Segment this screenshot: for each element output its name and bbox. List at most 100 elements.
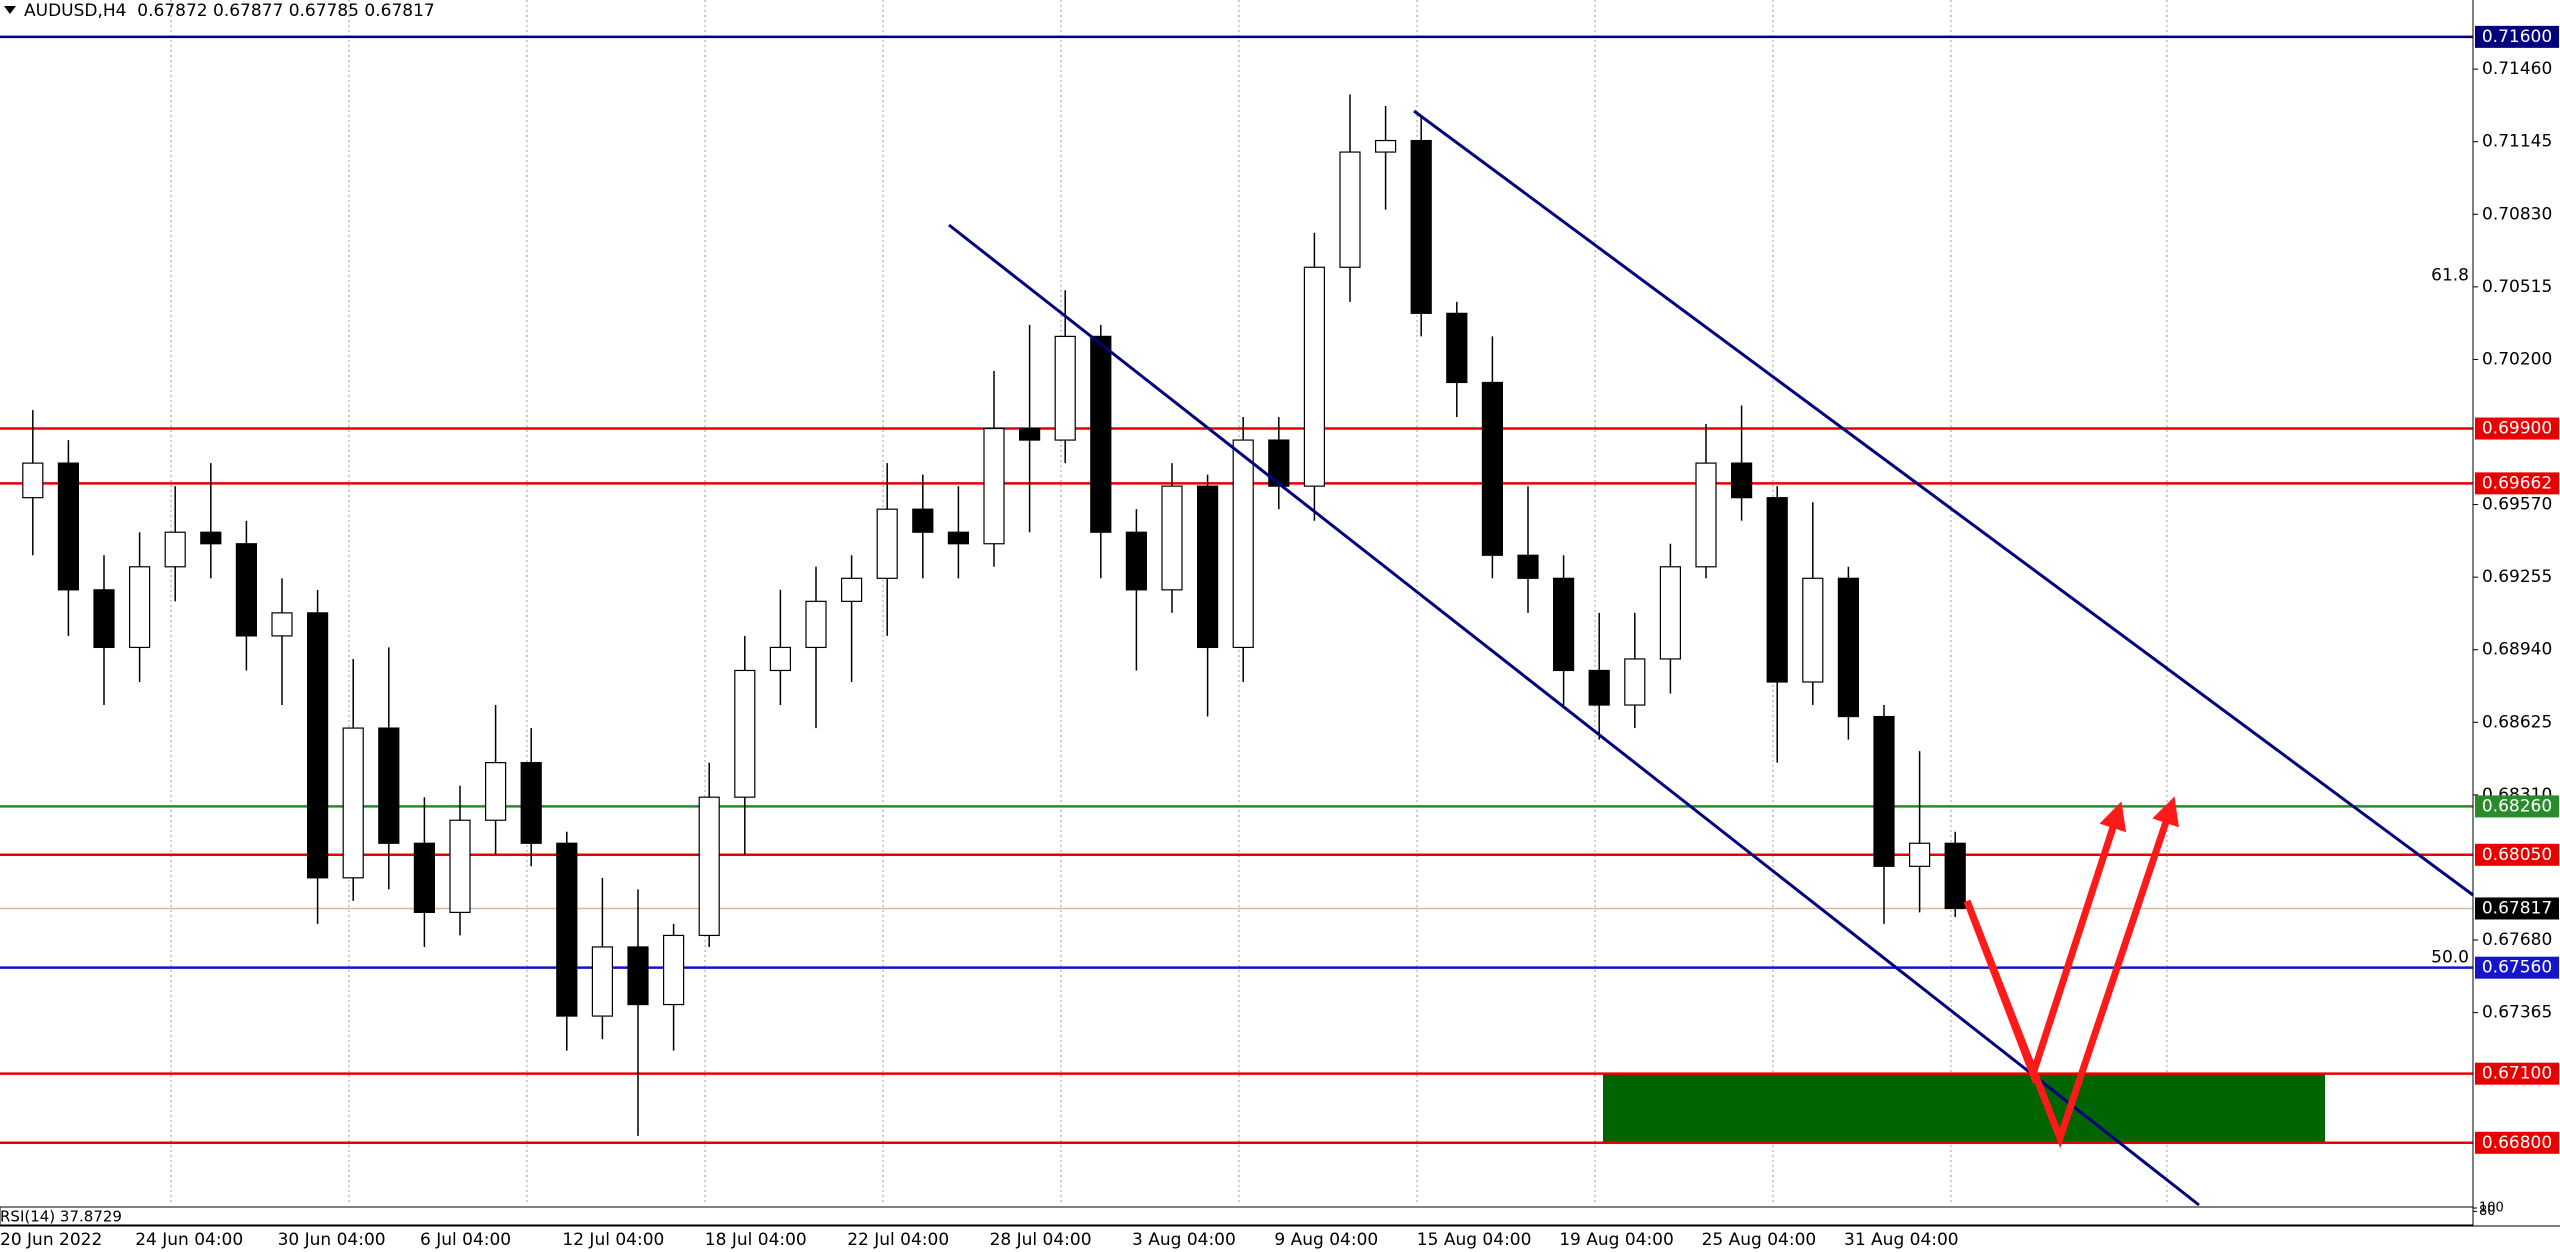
x-tick-label: 19 Aug 04:00 [1559,1230,1674,1250]
fib-label: 61.8 [2431,266,2469,286]
y-tick-label: 0.71145 [2482,132,2552,152]
demand-zone [1603,1073,2325,1142]
candle-body [1873,715,1895,867]
y-tick-label: 0.67365 [2482,1003,2552,1023]
candle-body [1730,462,1753,499]
levels-layer: 61.8 50.0 [0,35,2473,1145]
candle-body [805,600,827,649]
candle-body [769,646,792,672]
candle-body [1410,139,1432,314]
candles-layer [22,94,1966,1136]
candle-body [1054,335,1076,441]
candle-body [129,566,151,649]
x-tick-label: 18 Jul 04:00 [705,1230,807,1250]
candle-body [378,727,400,844]
x-tick-label: 20 Jun 2022 [0,1230,102,1250]
candle-body [1090,335,1112,533]
candle-body [1695,462,1717,568]
y-tick-label: 0.69255 [2482,567,2552,587]
candle-body [449,819,471,913]
candle-body [1837,577,1860,718]
level-price-box [2475,843,2559,866]
candle-body [93,589,115,649]
candle-body [342,727,364,879]
rsi-tick-label: 100 [2479,1201,2504,1216]
axis-layer: 0.71460 0.71145 0.70830 0.70515 0.70200 0.695… [0,25,2559,1250]
candle-body [912,508,934,533]
candle-body [1624,658,1646,706]
channel-line-lower [948,223,2200,1207]
rsi-title: RSI(14) 37.8729 [0,1208,122,1226]
chart-title: AUDUSD,H4 0.67872 0.67877 0.67785 0.6781… [24,1,435,21]
candle-body [1588,669,1610,706]
candle-body [307,612,329,879]
candle-body [1802,577,1824,683]
fib-label: 50.0 [2431,948,2469,968]
current-price-label: 0.67817 [2482,898,2552,918]
candle-body [235,543,257,637]
candle-body [164,531,186,568]
candle-body [947,531,970,545]
candle-body [413,842,435,913]
current-price-box [2475,897,2559,920]
candle-body [1766,497,1788,683]
x-tick-label: 24 Jun 04:00 [135,1230,243,1250]
candle-body [520,762,542,844]
forecast-arrow [1963,796,2179,1149]
candle-body [1659,566,1682,660]
candle-body [1303,266,1326,487]
level-price-label: 0.66800 [2482,1133,2552,1153]
rsi-panel [0,1206,2474,1226]
candle-body [1552,577,1575,672]
candle-body [591,946,614,1017]
rsi-tick-label: 80 [2479,1204,2496,1219]
candle-body [1125,531,1148,591]
candle-body [1232,439,1254,649]
candle-body [1268,439,1290,487]
y-tick-label: 0.69570 [2482,495,2552,515]
y-tick-label: 0.70200 [2482,349,2552,369]
x-tick-label: 3 Aug 04:00 [1132,1230,1236,1250]
candle-body [271,612,293,637]
candle-body [200,531,222,545]
level-price-label: 0.71600 [2482,27,2552,47]
level-price-label: 0.67560 [2482,958,2552,978]
candle-body [556,842,578,1017]
level-price-box [2475,25,2559,48]
level-price-box [2475,795,2559,818]
candle-body [22,462,44,499]
y-tick-label: 0.70515 [2482,277,2552,297]
candle-body [734,669,756,798]
x-tick-label: 30 Jun 04:00 [278,1230,386,1250]
level-price-label: 0.68050 [2482,845,2552,865]
candle-body [485,762,507,821]
y-tick-label: 0.67680 [2482,930,2552,950]
candle-body [1481,381,1504,556]
candle-body [1517,554,1539,579]
x-tick-label: 22 Jul 04:00 [847,1230,949,1250]
candle-body [1161,485,1183,591]
symbol-menu-icon [4,6,16,14]
level-price-box [2475,956,2559,979]
y-tick-label: 0.70830 [2482,204,2552,224]
candle-body [876,508,898,579]
level-price-box [2475,472,2559,495]
level-price-label: 0.69900 [2482,419,2552,439]
level-price-label: 0.69662 [2482,473,2552,493]
channel-line-upper [1413,109,2474,897]
y-tick-label: 0.68940 [2482,640,2552,660]
x-tick-label: 31 Aug 04:00 [1844,1230,1959,1250]
candle-body [57,462,80,591]
candle-body [1018,427,1041,441]
candle-body [1196,485,1219,649]
candle-body [1374,139,1397,153]
level-price-box [2475,1062,2559,1085]
candle-body [1339,151,1361,268]
x-tick-label: 25 Aug 04:00 [1702,1230,1817,1250]
x-tick-label: 15 Aug 04:00 [1417,1230,1532,1250]
candle-body [1446,312,1468,384]
level-price-box [2475,1131,2559,1154]
